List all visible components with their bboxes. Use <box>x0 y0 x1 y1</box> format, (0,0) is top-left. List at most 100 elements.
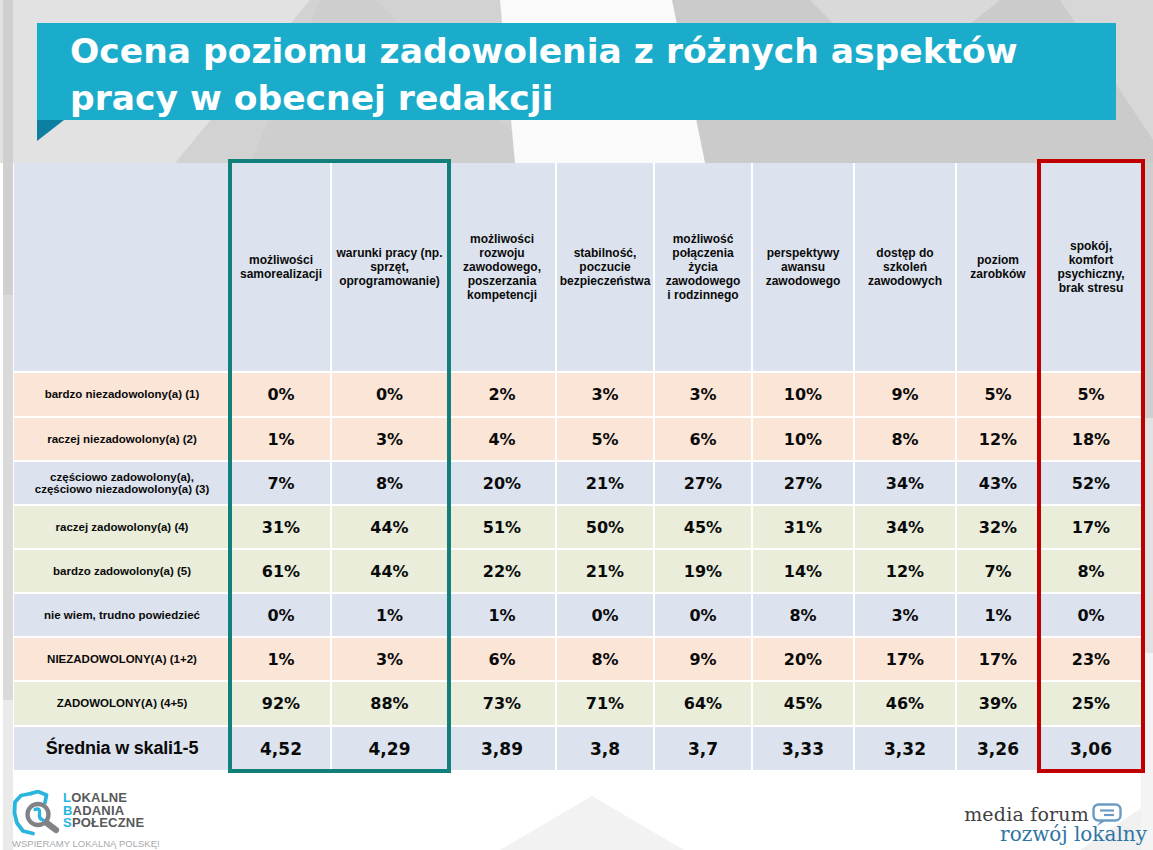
value-cell: 3,89 <box>449 727 555 770</box>
value-cell: 64% <box>655 682 751 725</box>
value-cell: 12% <box>855 550 955 592</box>
value-cell: 0% <box>232 594 330 636</box>
value-cell: 45% <box>753 682 853 725</box>
satisfaction-table: możliwości samorealizacjiwarunki pracy (… <box>14 163 1141 770</box>
column-header: dostęp do szkoleń zawodowych <box>855 163 955 371</box>
value-cell: 3,26 <box>957 727 1039 770</box>
value-cell: 4,29 <box>332 727 447 770</box>
value-cell: 43% <box>957 462 1039 504</box>
value-cell: 17% <box>855 638 955 680</box>
row-label: Średnia w skali1-5 <box>14 727 230 770</box>
value-cell: 3,8 <box>557 727 653 770</box>
value-cell: 1% <box>957 594 1039 636</box>
value-cell: 3,32 <box>855 727 955 770</box>
column-header: stabilność, poczucie bezpieczeństwa <box>557 163 653 371</box>
value-cell: 27% <box>655 462 751 504</box>
value-cell: 17% <box>957 638 1039 680</box>
column-header: perspektywy awansu zawodowego <box>753 163 853 371</box>
value-cell: 8% <box>557 638 653 680</box>
value-cell: 7% <box>232 462 330 504</box>
row-label: NIEZADOWOLONY(A) (1+2) <box>14 638 230 680</box>
value-cell: 22% <box>449 550 555 592</box>
lbs-logo: LOKALNEBADANIASPOŁECZNE WSPIERAMY LOKALN… <box>12 788 212 850</box>
value-cell: 8% <box>1041 550 1141 592</box>
value-cell: 10% <box>753 418 853 460</box>
value-cell: 3% <box>655 373 751 416</box>
poland-magnifier-icon <box>12 790 60 840</box>
value-cell: 44% <box>332 550 447 592</box>
value-cell: 0% <box>1041 594 1141 636</box>
slide-title-line2: pracy w obecnej redakcji <box>70 75 1116 122</box>
value-cell: 17% <box>1041 506 1141 548</box>
column-header: spokój, komfort psychiczny, brak stresu <box>1041 163 1141 371</box>
value-cell: 9% <box>855 373 955 416</box>
value-cell: 8% <box>855 418 955 460</box>
value-cell: 4% <box>449 418 555 460</box>
value-cell: 3% <box>332 638 447 680</box>
row-label: raczej niezadowolony(a) (2) <box>14 418 230 460</box>
column-header: poziom zarobków <box>957 163 1039 371</box>
value-cell: 20% <box>753 638 853 680</box>
value-cell: 34% <box>855 506 955 548</box>
value-cell: 20% <box>449 462 555 504</box>
value-cell: 39% <box>957 682 1039 725</box>
row-label: częściowo zadowolony(a), częściowo nieza… <box>14 462 230 504</box>
row-label: bardzo niezadowolony(a) (1) <box>14 373 230 416</box>
value-cell: 18% <box>1041 418 1141 460</box>
value-cell: 5% <box>1041 373 1141 416</box>
value-cell: 1% <box>232 638 330 680</box>
value-cell: 19% <box>655 550 751 592</box>
value-cell: 6% <box>449 638 555 680</box>
value-cell: 52% <box>1041 462 1141 504</box>
value-cell: 32% <box>957 506 1039 548</box>
value-cell: 10% <box>753 373 853 416</box>
lbs-logo-text: LOKALNEBADANIASPOŁECZNE <box>63 792 144 830</box>
value-cell: 45% <box>655 506 751 548</box>
value-cell: 4,52 <box>232 727 330 770</box>
value-cell: 6% <box>655 418 751 460</box>
value-cell: 12% <box>957 418 1039 460</box>
row-label: bardzo zadowolony(a) (5) <box>14 550 230 592</box>
value-cell: 0% <box>332 373 447 416</box>
lbs-tagline: WSPIERAMY LOKALNĄ POLSKĘ! <box>12 838 160 849</box>
value-cell: 3,33 <box>753 727 853 770</box>
slide-title-line1: Ocena poziomu zadowolenia z różnych aspe… <box>70 28 1116 75</box>
value-cell: 21% <box>557 550 653 592</box>
value-cell: 92% <box>232 682 330 725</box>
value-cell: 0% <box>655 594 751 636</box>
value-cell: 73% <box>449 682 555 725</box>
value-cell: 88% <box>332 682 447 725</box>
column-header: możliwość połączenia życia zawodowego i … <box>655 163 751 371</box>
row-label: ZADOWOLONY(A) (4+5) <box>14 682 230 725</box>
value-cell: 3% <box>855 594 955 636</box>
value-cell: 0% <box>232 373 330 416</box>
value-cell: 61% <box>232 550 330 592</box>
column-header: możliwości samorealizacji <box>232 163 330 371</box>
header-corner-cell <box>14 163 230 371</box>
value-cell: 1% <box>232 418 330 460</box>
value-cell: 71% <box>557 682 653 725</box>
row-label: raczej zadowolony(a) (4) <box>14 506 230 548</box>
value-cell: 8% <box>332 462 447 504</box>
value-cell: 9% <box>655 638 751 680</box>
value-cell: 3% <box>557 373 653 416</box>
value-cell: 1% <box>449 594 555 636</box>
value-cell: 1% <box>332 594 447 636</box>
banner-fold-decoration <box>37 120 64 141</box>
value-cell: 23% <box>1041 638 1141 680</box>
value-cell: 50% <box>557 506 653 548</box>
value-cell: 46% <box>855 682 955 725</box>
value-cell: 51% <box>449 506 555 548</box>
value-cell: 2% <box>449 373 555 416</box>
column-header: warunki pracy (np. sprzęt, oprogramowani… <box>332 163 447 371</box>
value-cell: 44% <box>332 506 447 548</box>
row-label: nie wiem, trudno powiedzieć <box>14 594 230 636</box>
value-cell: 21% <box>557 462 653 504</box>
value-cell: 3,7 <box>655 727 751 770</box>
value-cell: 14% <box>753 550 853 592</box>
value-cell: 31% <box>753 506 853 548</box>
value-cell: 8% <box>753 594 853 636</box>
value-cell: 31% <box>232 506 330 548</box>
value-cell: 7% <box>957 550 1039 592</box>
value-cell: 0% <box>557 594 653 636</box>
